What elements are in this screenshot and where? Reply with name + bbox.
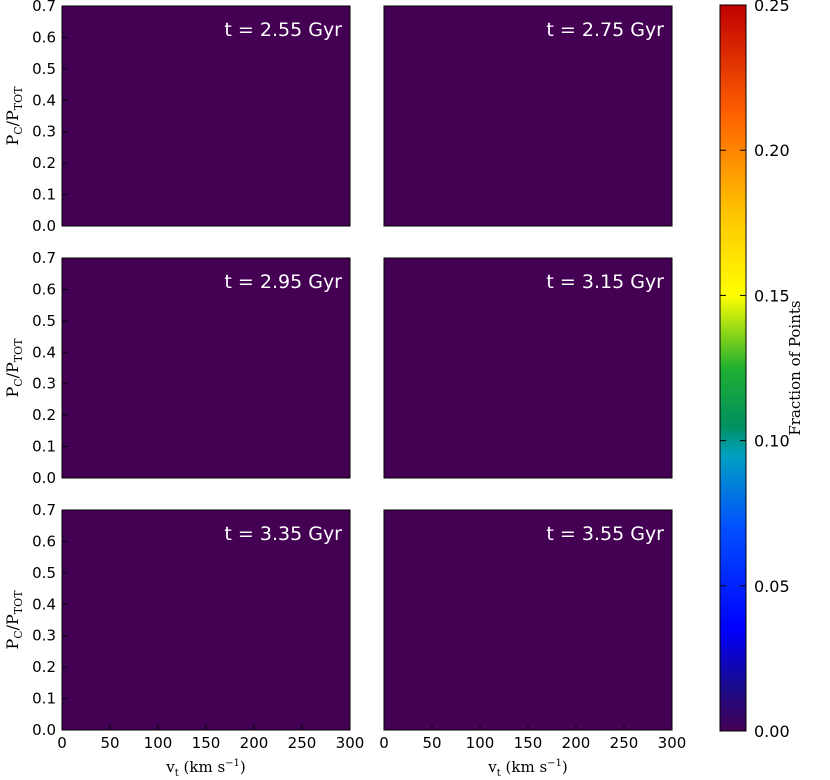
panel-time-label: t = 3.15 Gyr: [546, 271, 664, 293]
y-tick-label: 0.2: [32, 406, 56, 424]
y-tick-label: 0.0: [32, 469, 56, 487]
x-tick-label: 300: [658, 734, 687, 752]
y-tick-label: 0.6: [32, 28, 56, 46]
y-tick-label: 0.5: [32, 60, 56, 78]
x-tick-label: 150: [192, 734, 221, 752]
panel-frame: [383, 5, 673, 227]
x-tick-label: 150: [514, 734, 543, 752]
x-tick-label: 200: [240, 734, 269, 752]
y-tick-label: 0.4: [32, 91, 56, 109]
colorbar-tick-label: 0.15: [754, 286, 790, 305]
panel-time-label: t = 2.55 Gyr: [224, 19, 342, 41]
panel-frame: [383, 257, 673, 479]
x-tick-label: 100: [466, 734, 495, 752]
y-axis-label: PC/PTOT: [3, 338, 25, 398]
y-tick-label: 0.7: [32, 0, 56, 15]
y-tick-label: 0.7: [32, 249, 56, 267]
y-tick-label: 0.2: [32, 658, 56, 676]
x-tick-label: 100: [144, 734, 173, 752]
x-tick-label: 200: [562, 734, 591, 752]
y-tick-label: 0.4: [32, 595, 56, 613]
x-axis-label: vt (km s−1): [487, 758, 568, 779]
x-tick-label: 250: [610, 734, 639, 752]
colorbar-tick-label: 0.10: [754, 432, 790, 451]
y-tick-label: 0.1: [32, 690, 56, 708]
panel-background: [62, 6, 350, 226]
panel-background: [62, 258, 350, 478]
x-tick-label: 50: [100, 734, 119, 752]
y-axis-label: PC/PTOT: [3, 590, 25, 650]
colorbar-tick-label: 0.20: [754, 141, 790, 160]
y-tick-label: 0.5: [32, 312, 56, 330]
colorbar-label: Fraction of Points: [786, 300, 804, 435]
y-tick-label: 0.3: [32, 123, 56, 141]
x-tick-label: 300: [336, 734, 365, 752]
panel-background: [62, 510, 350, 730]
y-tick-label: 0.0: [32, 721, 56, 739]
panel-background: [384, 258, 672, 478]
panel-4: t = 3.15 Gyr: [383, 257, 673, 479]
panel-2: t = 2.75 Gyr: [383, 5, 673, 227]
x-tick-label: 0: [379, 734, 389, 752]
colorbar-tick-label: 0.00: [754, 722, 790, 741]
y-tick-label: 0.3: [32, 627, 56, 645]
panel-frame: [61, 257, 351, 479]
panel-1: t = 2.55 Gyr 0.0 0.1 0.2 0.3 0.4 0.5 0.6 0.7 PC/P…: [3, 0, 351, 235]
panel-6: t = 3.55 Gyr 0 50 100 150 200 250 300 vt (km s−1…: [379, 509, 687, 779]
y-tick-label: 0.6: [32, 532, 56, 550]
y-tick-label: 0.7: [32, 501, 56, 519]
y-tick-label: 0.2: [32, 154, 56, 172]
y-tick-label: 0.6: [32, 280, 56, 298]
x-tick-label: 250: [288, 734, 317, 752]
y-tick-label: 0.3: [32, 375, 56, 393]
colorbar-ticks: 0.00 0.05 0.10 0.15 0.20 0.25: [720, 0, 790, 741]
y-tick-label: 0.4: [32, 343, 56, 361]
y-tick-label: 0.1: [32, 438, 56, 456]
colorbar: 0.00 0.05 0.10 0.15 0.20 0.25 Fraction of Poi…: [719, 0, 804, 741]
colorbar-tick-label: 0.05: [754, 577, 790, 596]
panel-frame: [61, 5, 351, 227]
panel-time-label: t = 3.55 Gyr: [546, 523, 664, 545]
y-axis-label: PC/PTOT: [3, 86, 25, 146]
x-tick-label: 0: [57, 734, 67, 752]
x-axis-label: vt (km s−1): [165, 758, 246, 779]
x-tick-label: 50: [422, 734, 441, 752]
y-tick-label: 0.0: [32, 217, 56, 235]
colorbar-tick-label: 0.25: [754, 0, 790, 15]
panel-time-label: t = 2.75 Gyr: [546, 19, 664, 41]
y-tick-label: 0.5: [32, 564, 56, 582]
panel-background: [384, 6, 672, 226]
panel-time-label: t = 2.95 Gyr: [224, 271, 342, 293]
panel-time-label: t = 3.35 Gyr: [224, 523, 342, 545]
y-tick-label: 0.1: [32, 186, 56, 204]
panel-3: t = 2.95 Gyr 0.0 0.1 0.2 0.3 0.4 0.5 0.6 0.7 PC/P…: [3, 249, 351, 487]
panels-layer: t = 2.55 Gyr 0.0 0.1 0.2 0.3 0.4 0.5 0.6 0.7 PC/P…: [3, 0, 686, 779]
panel-5: t = 3.35 Gyr 0.0 0.1 0.2 0.3 0.4 0.5 0.6 0.7 PC/P…: [3, 501, 364, 779]
panel-background: [384, 510, 672, 730]
colorbar-gradient: [719, 4, 747, 732]
